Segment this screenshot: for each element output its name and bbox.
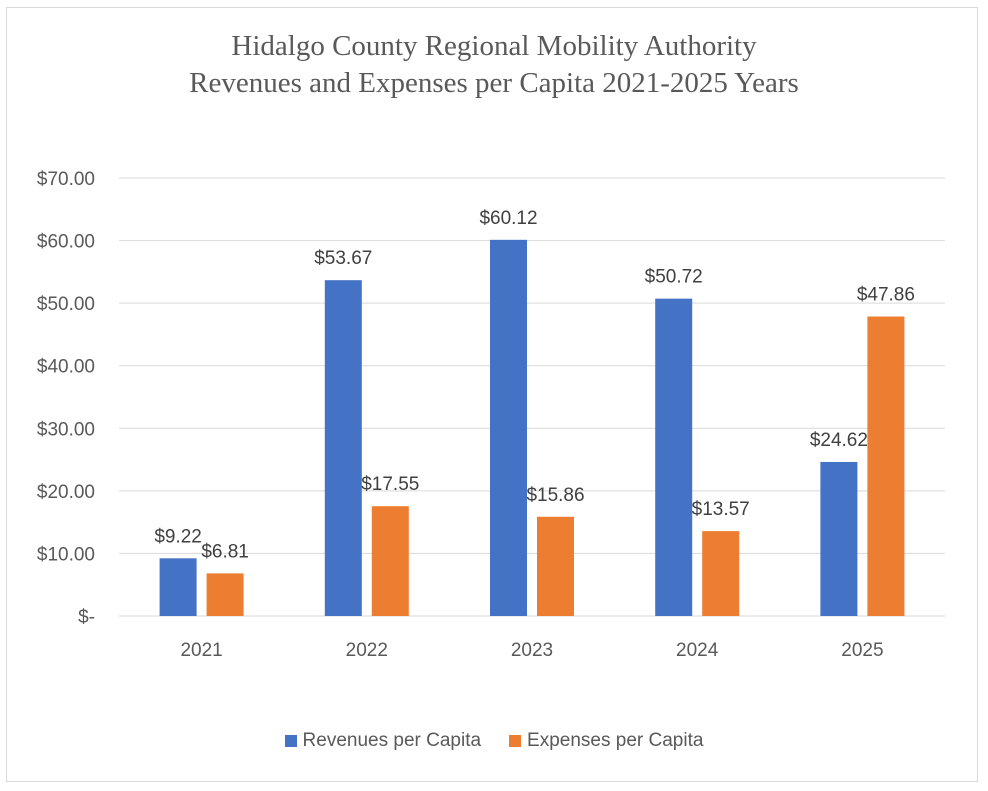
bar bbox=[867, 316, 905, 616]
y-tick-label: $30.00 bbox=[37, 419, 95, 440]
y-axis-tick-labels: $- $10.00 $20.00 $30.00 $40.00 $50.00 $60.00 $7… bbox=[37, 169, 95, 628]
x-tick-label: 2025 bbox=[841, 640, 883, 661]
y-tick-label: $- bbox=[78, 607, 95, 628]
y-tick-label: $40.00 bbox=[37, 357, 95, 378]
chart-title-line-2: Revenues and Expenses per Capita 2021-20… bbox=[189, 67, 799, 99]
data-label: $9.22 bbox=[154, 526, 202, 547]
y-tick-label: $10.00 bbox=[37, 544, 95, 565]
data-labels: $9.22$6.81 $53.67 $17.55 $60.12 $15.86 $50.72… bbox=[154, 208, 915, 563]
gridlines bbox=[119, 177, 945, 617]
chart-title-line-1: Hidalgo County Regional Mobility Authori… bbox=[231, 30, 757, 62]
data-label: $24.62 bbox=[810, 430, 868, 451]
bar bbox=[371, 506, 409, 616]
chart-title: Hidalgo County Regional Mobility Authori… bbox=[0, 28, 988, 102]
bar bbox=[702, 531, 740, 616]
x-tick-label: 2024 bbox=[676, 640, 719, 661]
data-label: $13.57 bbox=[692, 499, 750, 520]
bar bbox=[820, 461, 858, 616]
y-tick-label: $50.00 bbox=[37, 294, 95, 315]
bar bbox=[537, 516, 574, 616]
bar bbox=[655, 298, 693, 616]
bar bbox=[490, 239, 527, 617]
bars bbox=[159, 239, 905, 617]
data-label: $47.86 bbox=[857, 285, 915, 306]
data-label: $6.81 bbox=[201, 541, 249, 562]
legend-item: Expenses per Capita bbox=[509, 730, 703, 752]
legend-label: Revenues per Capita bbox=[302, 730, 482, 751]
y-tick-label: $60.00 bbox=[37, 232, 95, 253]
legend: Revenues per Capita Expenses per Capita bbox=[0, 730, 988, 753]
bar bbox=[206, 573, 244, 616]
x-tick-label: 2023 bbox=[511, 640, 553, 661]
data-label: $17.55 bbox=[361, 474, 419, 495]
x-tick-label: 2021 bbox=[180, 640, 222, 661]
legend-swatch bbox=[284, 735, 297, 747]
bar bbox=[159, 558, 197, 616]
x-axis-tick-labels: 2021 2022 2023 2024 2025 bbox=[180, 640, 883, 661]
y-tick-label: $70.00 bbox=[37, 169, 95, 190]
legend-item: Revenues per Capita bbox=[284, 730, 482, 752]
data-label: $15.86 bbox=[526, 485, 584, 506]
legend-swatch bbox=[509, 735, 522, 747]
y-tick-label: $20.00 bbox=[37, 482, 95, 503]
x-tick-label: 2022 bbox=[346, 640, 388, 661]
data-label: $60.12 bbox=[479, 208, 537, 229]
legend-label: Expenses per Capita bbox=[527, 730, 704, 751]
bar bbox=[324, 280, 362, 616]
data-label: $50.72 bbox=[645, 267, 703, 288]
data-label: $53.67 bbox=[314, 248, 372, 269]
